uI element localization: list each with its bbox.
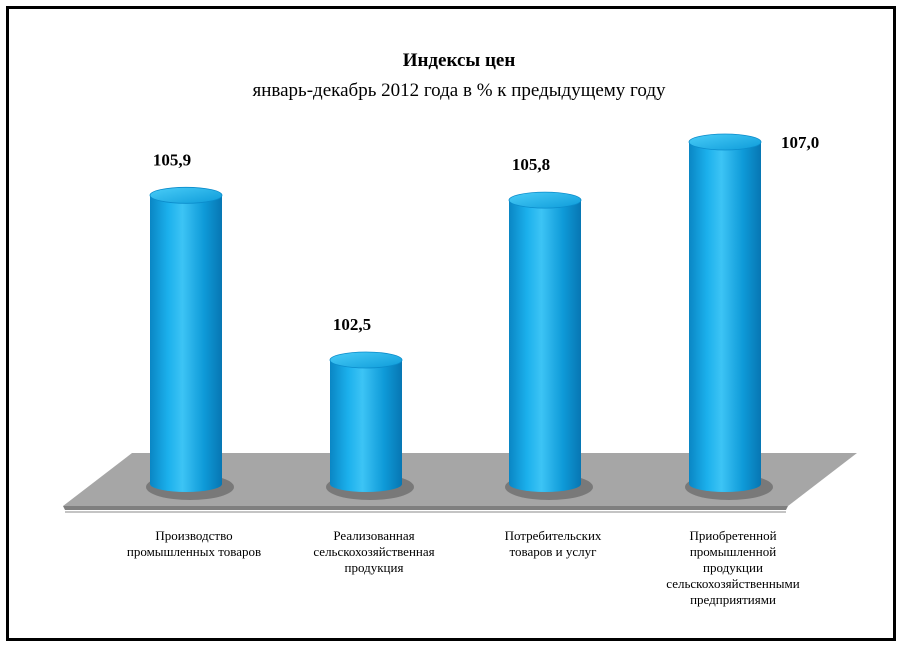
value-label-1: 105,9 <box>153 150 191 169</box>
bar-4 <box>685 133 773 500</box>
category-label-2: Реализованная сельскохозяйственная продукц… <box>313 528 434 575</box>
bar-2 <box>326 351 414 500</box>
value-labels-group: 105,9 102,5 105,8 107,0 <box>153 133 819 334</box>
value-label-4: 107,0 <box>781 133 819 152</box>
category-label-4: Приобретенной промышленной продукции сельск… <box>666 528 799 607</box>
chart-title: Индексы цен <box>403 50 516 71</box>
chart-subtitle: январь-декабрь 2012 года в % к предыдуще… <box>253 80 666 101</box>
bars-group <box>146 133 773 500</box>
category-label-1: Производство промышленных товаров <box>127 528 261 559</box>
value-label-3: 105,8 <box>512 155 550 174</box>
category-label-3: Потребительских товаров и услуг <box>505 528 602 559</box>
bar-1 <box>146 186 234 500</box>
bar-3 <box>505 191 593 500</box>
value-label-2: 102,5 <box>333 315 371 334</box>
chart-frame: Индексы цен январь-декабрь 2012 года в %… <box>6 6 896 641</box>
category-labels-group: Производство промышленных товаров Реализов… <box>127 528 800 607</box>
chart-canvas: Индексы цен январь-декабрь 2012 года в %… <box>63 50 857 607</box>
chart-floor <box>63 453 857 513</box>
